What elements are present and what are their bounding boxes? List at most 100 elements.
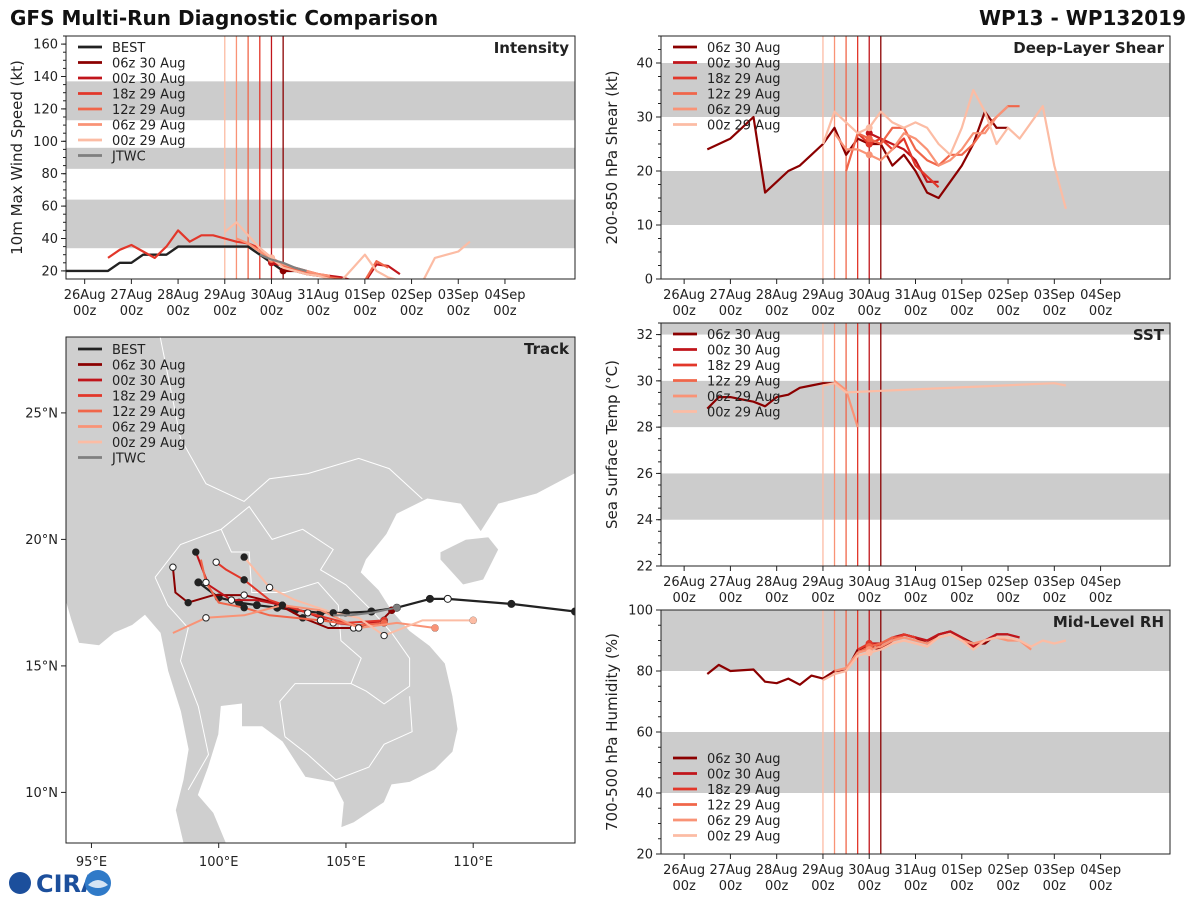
ytick-label: 20 — [636, 165, 653, 180]
land-mainland — [66, 337, 575, 843]
ytick-label: 30 — [636, 374, 653, 389]
legend-label-12z-29-aug: 12z 29 Aug — [707, 375, 781, 390]
ytick-label: 10 — [636, 219, 653, 234]
country-border-3 — [284, 696, 413, 781]
legend-label-18z-29-aug: 18z 29 Aug — [707, 72, 781, 87]
xtick-label: 00z — [765, 879, 789, 894]
legend-label-06z-30-aug: 06z 30 Aug — [707, 41, 781, 56]
panel-title: Deep-Layer Shear — [1013, 39, 1164, 57]
xtick-label: 27Aug — [110, 288, 152, 303]
series-jtwc — [259, 253, 307, 272]
xtick-label: 04Sep — [1080, 863, 1121, 878]
xtick-label: 00z — [672, 591, 696, 606]
track-point-00z-29-aug — [380, 631, 388, 640]
track-point-06z-29-aug — [202, 614, 210, 622]
series-00z-29-aug — [224, 221, 471, 279]
ytick-label: 26 — [636, 467, 653, 482]
xtick-label: 00z — [719, 591, 743, 606]
legend-label-00z-29-aug: 00z 29 Aug — [707, 406, 781, 421]
land-hainan — [439, 536, 500, 586]
ytick-label: 40 — [636, 787, 653, 802]
lon-tick-label: 105°E — [326, 855, 366, 870]
legend-label-18z-29-aug: 18z 29 Aug — [112, 390, 186, 405]
xtick-label: 26Aug — [663, 288, 705, 303]
track-point-18z-29-aug — [240, 576, 248, 584]
xtick-label: 00z — [996, 304, 1020, 319]
ytick-label: 80 — [41, 167, 58, 182]
point-00z-29-aug — [865, 124, 873, 132]
cira-logo: CIRA — [6, 866, 116, 900]
xtick-label: 00z — [719, 879, 743, 894]
country-border-2 — [154, 528, 362, 737]
legend-label-jtwc: JTWC — [111, 452, 146, 467]
xtick-label: 03Sep — [1034, 863, 1075, 878]
track-point-00z-30-aug — [227, 596, 236, 604]
panel-track: 95°E 100°E 105°E 110°E 10°N 15°N 20°N 25°N Track… — [25, 336, 576, 870]
band-1 — [661, 63, 1170, 117]
lat-tick-label: 15°N — [25, 659, 58, 674]
track-point-12z-29-aug — [240, 604, 248, 612]
xtick-label: 01Sep — [941, 575, 982, 590]
figure-title: GFS Multi-Run Diagnostic Comparison — [10, 6, 439, 30]
country-border-0 — [159, 337, 423, 502]
ytick-label: 20 — [41, 264, 58, 279]
point-06z-29-aug — [865, 151, 873, 159]
legend-label-00z-30-aug: 00z 30 Aug — [707, 57, 781, 72]
xtick-label: 26Aug — [663, 863, 705, 878]
track-point-06z-30-aug — [240, 591, 248, 599]
legend-label-12z-29-aug: 12z 29 Aug — [112, 103, 186, 118]
xtick-label: 03Sep — [1034, 288, 1075, 303]
xtick-label: 26Aug — [64, 288, 106, 303]
xtick-label: 00z — [1089, 879, 1113, 894]
panel-intensity: 2040608010012014016026Aug00z27Aug00z28Au… — [8, 35, 576, 319]
legend-label-00z-30-aug: 00z 30 Aug — [112, 72, 186, 87]
panel-frame — [65, 336, 576, 844]
xtick-label: 00z — [353, 304, 377, 319]
band-1 — [66, 147, 575, 169]
legend-label-18z-29-aug: 18z 29 Aug — [707, 359, 781, 374]
track-point-06z-30-aug — [184, 598, 192, 607]
series-00z-29-aug — [821, 88, 1067, 210]
xtick-label: 00z — [1043, 879, 1067, 894]
ytick-label: 0 — [645, 273, 653, 288]
track-start-00z-29-aug — [469, 616, 477, 624]
xtick-label: 00z — [213, 304, 237, 319]
xtick-label: 27Aug — [709, 575, 751, 590]
xtick-label: 26Aug — [663, 575, 705, 590]
xtick-label: 00z — [950, 304, 974, 319]
xtick-label: 30Aug — [848, 863, 890, 878]
xtick-label: 00z — [73, 304, 97, 319]
lon-tick-label: 100°E — [199, 855, 239, 870]
xtick-label: 00z — [400, 304, 424, 319]
legend-label-06z-29-aug: 06z 29 Aug — [707, 390, 781, 405]
lon-tick-label: 95°E — [76, 855, 107, 870]
country-border-1 — [220, 505, 411, 705]
panel-title: Track — [524, 340, 570, 358]
xtick-label: 04Sep — [1080, 575, 1121, 590]
ytick-label: 22 — [636, 560, 653, 575]
legend-label-00z-30-aug: 00z 30 Aug — [707, 344, 781, 359]
legend-label-00z-30-aug: 00z 30 Aug — [707, 768, 781, 783]
track-point-06z-30-aug — [169, 563, 177, 571]
xtick-label: 03Sep — [1034, 575, 1075, 590]
xtick-label: 00z — [260, 304, 284, 319]
xtick-label: 28Aug — [756, 863, 798, 878]
legend-label-06z-29-aug: 06z 29 Aug — [707, 103, 781, 118]
xtick-label: 04Sep — [484, 288, 525, 303]
xtick-label: 00z — [672, 304, 696, 319]
ylabel: 200-850 hPa Shear (kt) — [603, 71, 621, 245]
track-point-06z-29-aug — [278, 601, 287, 609]
storm-id: WP13 - WP132019 — [979, 6, 1186, 30]
ytick-label: 120 — [33, 102, 58, 117]
xtick-label: 01Sep — [344, 288, 385, 303]
xtick-label: 00z — [765, 304, 789, 319]
panel-deep-layer-shear: 01020304026Aug00z27Aug00z28Aug00z29Aug00… — [603, 35, 1171, 319]
xtick-label: 02Sep — [988, 863, 1029, 878]
track-jtwc — [333, 606, 398, 617]
xtick-label: 02Sep — [988, 288, 1029, 303]
legend-label-jtwc: JTWC — [111, 150, 146, 165]
series-00z-29-aug — [822, 633, 1067, 682]
legend-label-12z-29-aug: 12z 29 Aug — [707, 799, 781, 814]
ylabel: 10m Max Wind Speed (kt) — [8, 60, 26, 255]
